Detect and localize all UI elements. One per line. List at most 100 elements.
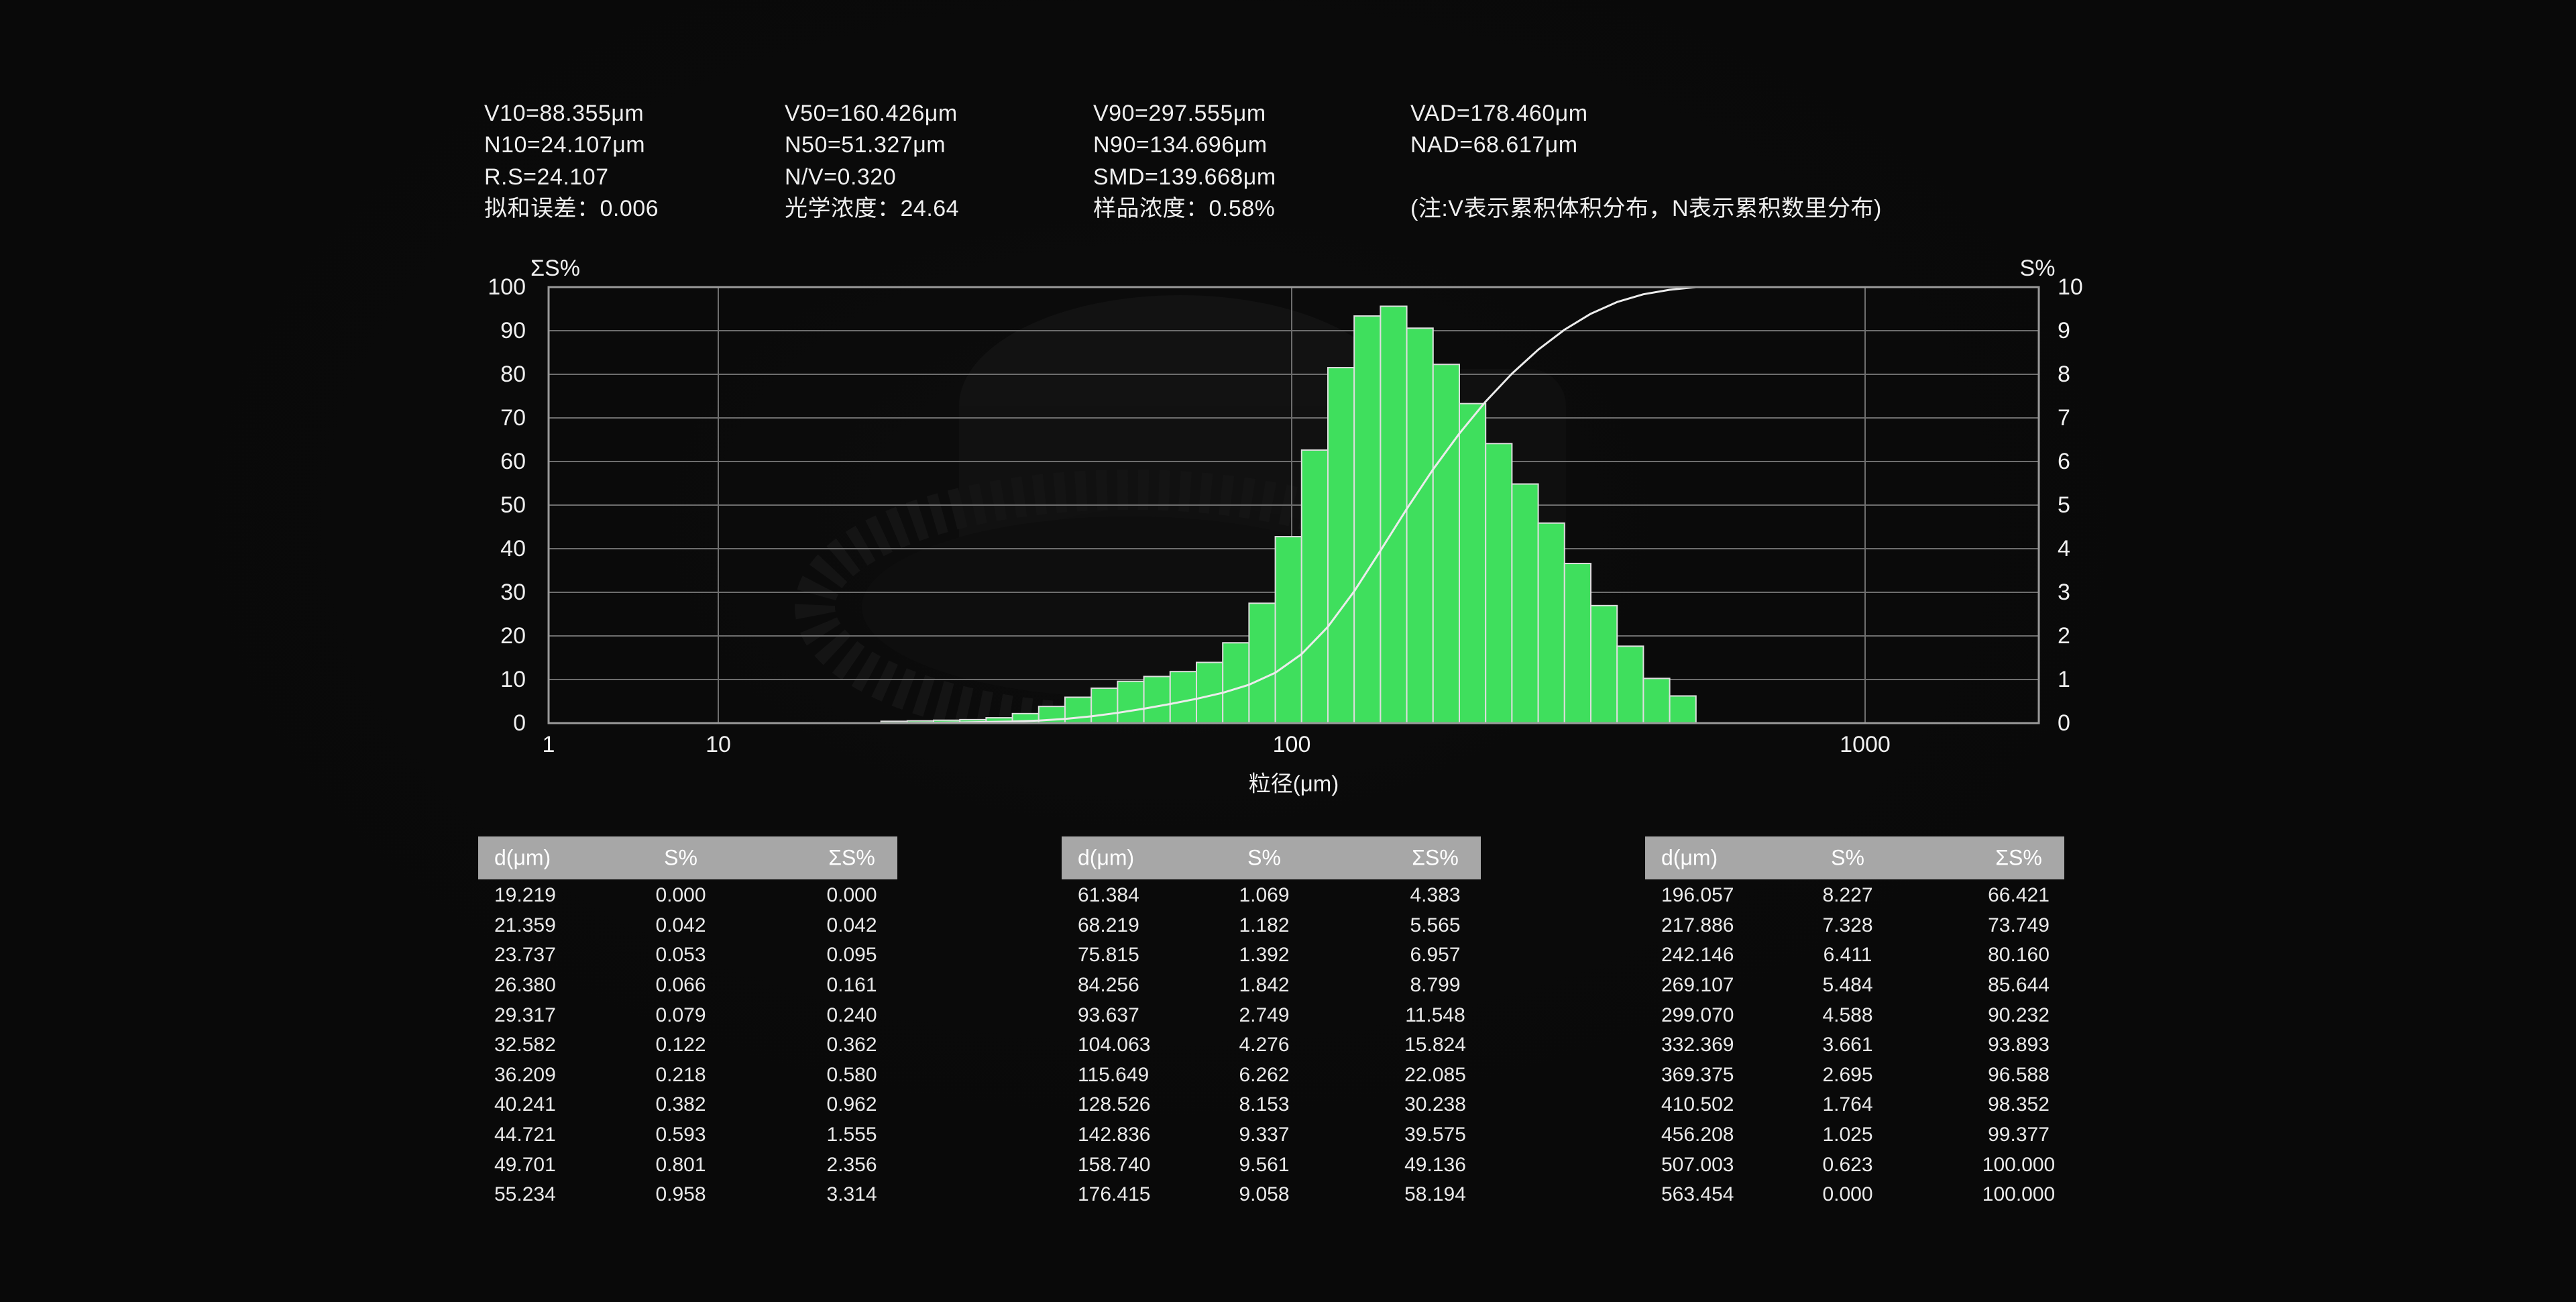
stat-line: 拟和误差：0.006	[484, 196, 659, 222]
stat-line: 光学浓度：24.64	[785, 196, 960, 222]
table-row: 115.649 6.262 22.085	[1062, 1061, 1481, 1091]
table-cell: 4.383	[1410, 884, 1461, 907]
table-cell: 44.721	[494, 1124, 556, 1146]
table-cell: 7.328	[1822, 914, 1873, 936]
table-cell: 23.737	[494, 944, 556, 967]
right-axis-tick: 1	[2058, 667, 2070, 692]
histogram-bar	[1090, 687, 1119, 724]
table-header: d(μm) S% ΣS%	[1645, 836, 2064, 879]
table-cell: 49.136	[1404, 1153, 1466, 1176]
table-cell: 96.588	[1988, 1063, 2050, 1086]
table-row: 299.070 4.588 90.232	[1645, 1000, 2064, 1030]
table-cell: 0.079	[655, 1003, 706, 1026]
table-cell: 0.042	[826, 914, 877, 936]
table-cell: 6.262	[1239, 1063, 1290, 1086]
stat-line: SMD=139.668μm	[1093, 164, 1276, 190]
histogram-bar	[1327, 367, 1355, 724]
table-cell: 100.000	[1982, 1183, 2056, 1206]
table-cell: 84.256	[1078, 974, 1139, 997]
histogram-bar	[1485, 443, 1513, 724]
table-cell: 3.661	[1822, 1034, 1873, 1056]
table-cell: 21.359	[494, 914, 556, 936]
right-axis-tick: 5	[2058, 492, 2070, 518]
table-cell: 93.893	[1988, 1034, 2050, 1056]
right-axis-tick: 10	[2058, 274, 2083, 300]
table-cell: 0.161	[826, 974, 877, 997]
table-row: 49.701 0.801 2.356	[478, 1150, 897, 1180]
histogram-bar	[1432, 364, 1460, 724]
table-header-cell: d(μm)	[494, 845, 551, 870]
table-cell: 68.219	[1078, 914, 1139, 936]
table-row: 75.815 1.392 6.957	[1062, 940, 1481, 971]
left-axis-tick: 80	[500, 362, 526, 387]
table-cell: 4.276	[1239, 1034, 1290, 1056]
histogram-bar	[1117, 680, 1145, 724]
table-cell: 5.565	[1410, 914, 1461, 936]
table-header: d(μm) S% ΣS%	[1062, 836, 1481, 879]
table-header-cell: ΣS%	[1412, 845, 1459, 870]
stat-line: N10=24.107μm	[484, 132, 646, 158]
table-cell: 0.958	[655, 1183, 706, 1206]
histogram-bar	[1300, 449, 1329, 724]
table-cell: 563.454	[1661, 1183, 1734, 1206]
table-row: 563.454 0.000 100.000	[1645, 1180, 2064, 1210]
x-axis-tick: 10	[706, 732, 731, 757]
histogram-bar	[1537, 522, 1565, 724]
table-cell: 0.000	[655, 884, 706, 907]
table-cell: 0.240	[826, 1003, 877, 1026]
table-cell: 85.644	[1988, 974, 2050, 997]
table-row: 196.057 8.227 66.421	[1645, 881, 2064, 911]
right-axis-tick: 7	[2058, 405, 2070, 431]
right-axis-tick: 9	[2058, 318, 2070, 343]
left-axis-tick: 20	[500, 623, 526, 649]
table-row: 269.107 5.484 85.644	[1645, 971, 2064, 1001]
histogram-bar	[1353, 315, 1382, 724]
table-cell: 6.957	[1410, 944, 1461, 967]
table-cell: 0.066	[655, 974, 706, 997]
histogram-bar	[1222, 642, 1250, 724]
stats-column-1: V50=160.426μm N50=51.327μm N/V=0.320 光学浓度：2…	[785, 98, 959, 225]
table-cell: 4.588	[1822, 1003, 1873, 1026]
stat-line: VAD=178.460μm	[1410, 101, 1588, 126]
table-row: 21.359 0.042 0.042	[478, 911, 897, 941]
left-axis-tick: 30	[500, 580, 526, 605]
left-axis-tick: 60	[500, 449, 526, 474]
left-axis-tick: 50	[500, 492, 526, 518]
histogram-bar	[1274, 536, 1302, 724]
table-row: 507.003 0.623 100.000	[1645, 1150, 2064, 1180]
table-row: 158.740 9.561 49.136	[1062, 1150, 1481, 1180]
right-axis-title: S%	[2020, 256, 2056, 281]
table-cell: 8.799	[1410, 974, 1461, 997]
table-cell: 39.575	[1404, 1124, 1466, 1146]
table-cell: 0.053	[655, 944, 706, 967]
table-cell: 9.561	[1239, 1153, 1290, 1176]
stat-line: V90=297.555μm	[1093, 101, 1266, 126]
table-cell: 332.369	[1661, 1034, 1734, 1056]
table-cell: 0.593	[655, 1124, 706, 1146]
stat-line: N50=51.327μm	[785, 132, 946, 158]
table-cell: 0.000	[826, 884, 877, 907]
right-axis-tick: 0	[2058, 710, 2070, 736]
table-row: 40.241 0.382 0.962	[478, 1090, 897, 1120]
histogram-bar	[1169, 671, 1197, 724]
histogram-bar	[1458, 402, 1487, 724]
histogram-bar	[1642, 677, 1671, 724]
table-row: 44.721 0.593 1.555	[478, 1120, 897, 1150]
table-header-cell: ΣS%	[1995, 845, 2042, 870]
table-cell: 6.411	[1823, 944, 1872, 967]
table-cell: 22.085	[1404, 1063, 1466, 1086]
distribution-chart: 100 90 80 70 60 50 40 30 20 10 0 10 9 8 7 6 5 4 3 2 1 0 1 10 100…	[402, 241, 2213, 832]
table-cell: 196.057	[1661, 884, 1734, 907]
histogram-bar	[1248, 602, 1276, 724]
table-cell: 66.421	[1988, 884, 2050, 907]
table-cell: 1.069	[1239, 884, 1290, 907]
histogram-bar	[1563, 563, 1591, 724]
table-cell: 3.314	[826, 1183, 877, 1206]
table-row: 19.219 0.000 0.000	[478, 881, 897, 911]
histogram-bar	[1511, 483, 1539, 724]
table-cell: 11.548	[1405, 1003, 1465, 1026]
table-row: 55.234 0.958 3.314	[478, 1180, 897, 1210]
table-cell: 93.637	[1078, 1003, 1139, 1026]
left-axis-tick: 0	[513, 710, 526, 736]
table-cell: 115.649	[1078, 1063, 1150, 1086]
